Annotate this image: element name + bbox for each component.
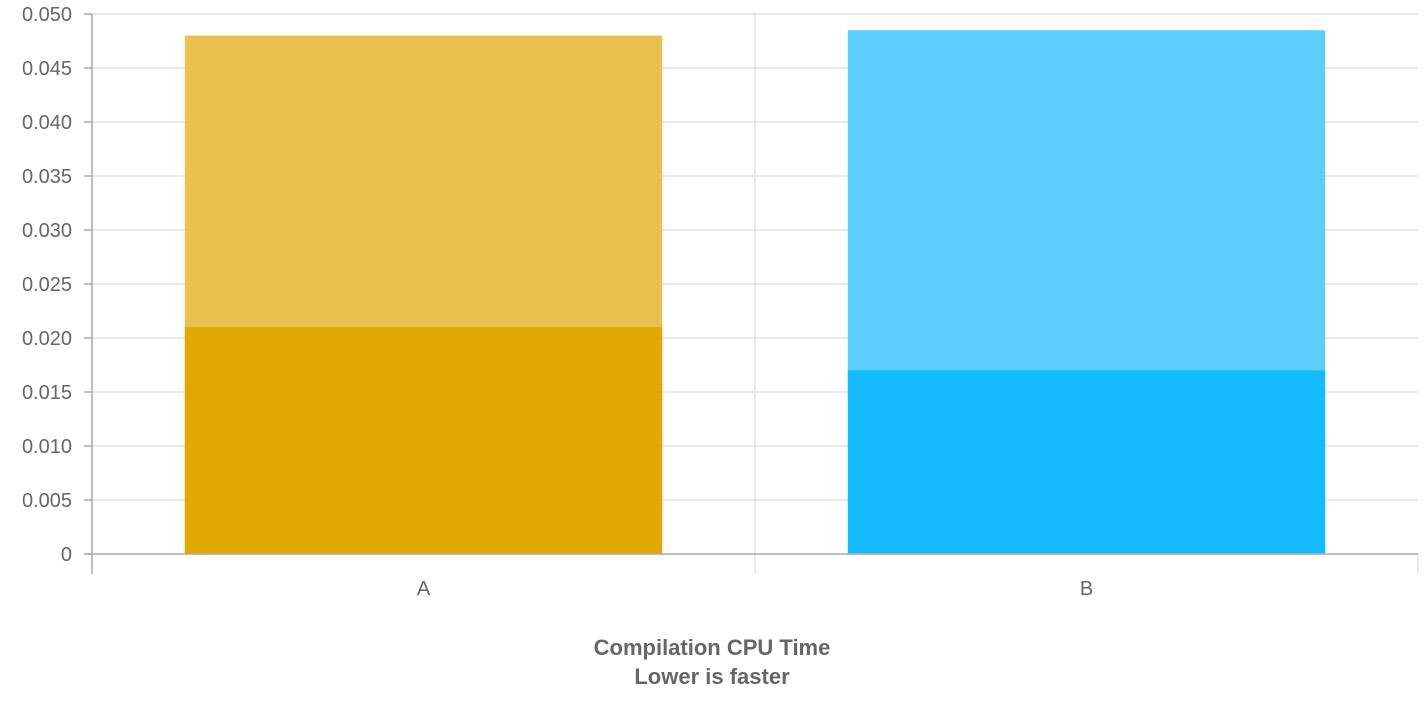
y-tick-label: 0.050	[22, 4, 72, 26]
y-tick-label: 0.005	[22, 490, 72, 512]
y-axis-tick-labels: 0 0.005 0.010 0.015 0.020 0.025 0.030 0.035 0.04…	[22, 4, 72, 566]
x-axis-label-line-2: Lower is faster	[634, 664, 790, 689]
x-tick-label-a: A	[417, 578, 431, 600]
x-axis-label: Compilation CPU Time Lower is faster	[594, 635, 831, 689]
axes	[84, 13, 1419, 574]
y-tick-label: 0	[61, 544, 72, 566]
y-tick-label: 0.025	[22, 274, 72, 296]
y-tick-label: 0.015	[22, 382, 72, 404]
y-tick-label: 0.040	[22, 112, 72, 134]
bar-a-inner	[184, 327, 663, 554]
y-tick-label: 0.020	[22, 328, 72, 350]
y-tick-label: 0.030	[22, 220, 72, 242]
bars	[184, 30, 1326, 555]
y-tick-label: 0.035	[22, 166, 72, 188]
y-tick-label: 0.045	[22, 58, 72, 80]
bar-b-inner	[847, 370, 1326, 554]
x-tick-label-b: B	[1080, 578, 1093, 600]
x-axis-label-line-1: Compilation CPU Time	[594, 635, 831, 660]
y-tick-label: 0.010	[22, 436, 72, 458]
